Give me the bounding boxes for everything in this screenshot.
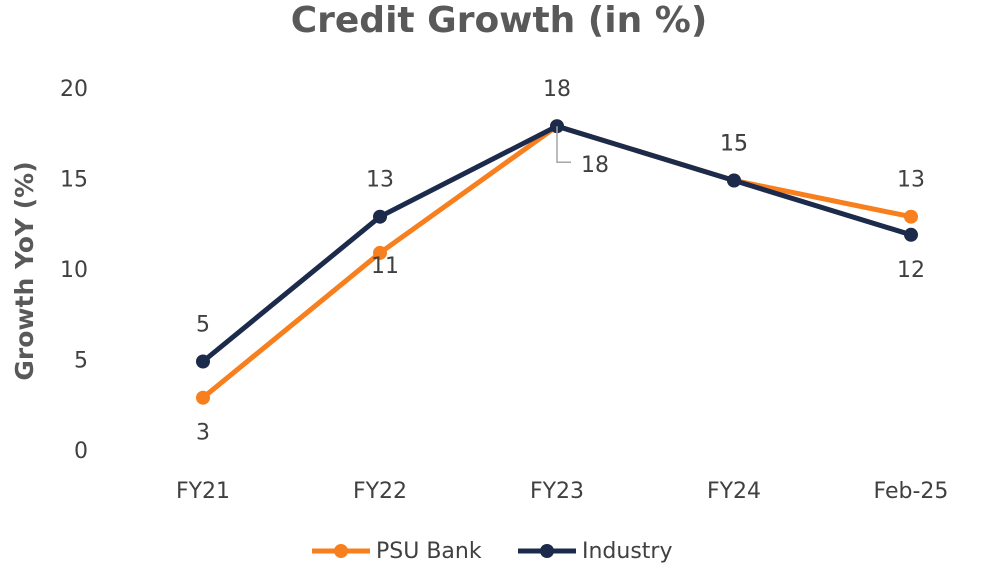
- y-tick-label: 10: [60, 258, 88, 283]
- legend-label: Industry: [582, 539, 673, 564]
- data-label: 12: [897, 258, 925, 283]
- point: [727, 173, 741, 188]
- series-line: [201, 123, 912, 400]
- point: [196, 354, 210, 369]
- data-label: 5: [196, 313, 210, 338]
- data-label: 15: [720, 132, 748, 157]
- x-tick-label: FY24: [707, 479, 761, 504]
- y-tick-label: 5: [74, 349, 88, 374]
- data-label: 11: [371, 254, 399, 279]
- point: [373, 209, 387, 224]
- data-label: 15: [720, 132, 748, 157]
- legend-label: PSU Bank: [376, 539, 482, 564]
- data-label: 13: [897, 168, 925, 193]
- data-label: 13: [366, 168, 394, 193]
- x-tick-label: FY21: [176, 479, 230, 504]
- x-tick-label: FY23: [530, 479, 584, 504]
- x-tick-label: Feb-25: [874, 479, 949, 504]
- data-label: 18: [543, 77, 571, 102]
- chart-title: Credit Growth (in %): [291, 0, 708, 41]
- legend-marker: [334, 544, 348, 558]
- y-tick-label: 0: [74, 439, 88, 464]
- y-tick-label: 15: [60, 168, 88, 193]
- x-tick-label: FY22: [353, 479, 407, 504]
- point: [904, 209, 918, 224]
- data-label: 18: [581, 153, 609, 178]
- point: [373, 245, 387, 260]
- y-tick-label: 20: [60, 77, 88, 102]
- point: [196, 390, 210, 405]
- leader-line: [556, 126, 571, 163]
- point: [904, 227, 918, 242]
- legend-marker: [540, 544, 554, 558]
- y-axis-label: Growth YoY (%): [10, 161, 39, 380]
- data-label: 3: [196, 421, 210, 446]
